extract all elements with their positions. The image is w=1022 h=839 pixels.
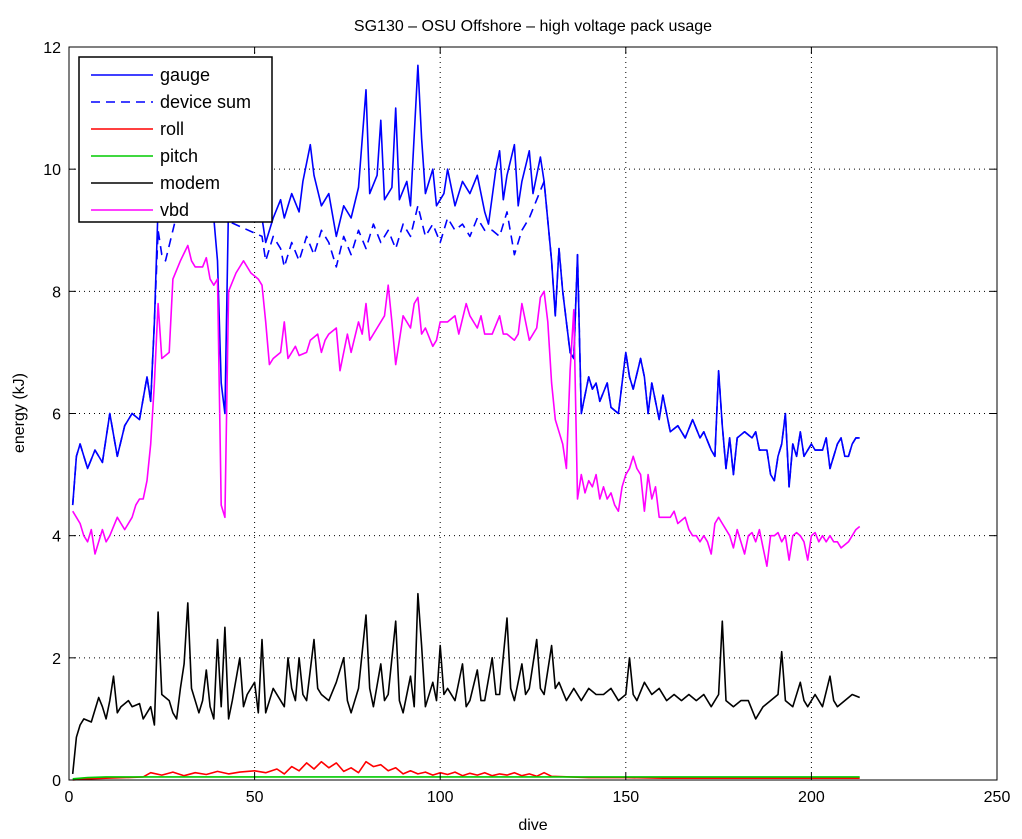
series-line-pitch xyxy=(72,776,860,780)
series-line-vbd xyxy=(72,244,861,567)
y-tick-label: 10 xyxy=(43,162,61,179)
y-tick-label: 4 xyxy=(52,529,61,546)
legend-box xyxy=(78,56,273,223)
x-axis-label: dive xyxy=(518,817,547,834)
ticks: 0 50 100 150 200 250 0 2 4 6 8 10 12 xyxy=(43,40,1010,806)
x-tick-label: 50 xyxy=(246,789,264,806)
x-tick-label: 200 xyxy=(798,789,825,806)
series-line-device-sum xyxy=(71,180,860,506)
legend-label: pitch xyxy=(160,146,198,166)
chart-title: SG130 – OSU Offshore – high voltage pack… xyxy=(354,18,712,35)
y-tick-label: 12 xyxy=(43,40,61,57)
series-group xyxy=(71,58,861,781)
y-tick-label: 8 xyxy=(52,284,61,301)
y-tick-label: 0 xyxy=(52,773,61,790)
series-line-modem xyxy=(71,592,860,774)
grid xyxy=(69,47,997,780)
series-line-gauge xyxy=(71,58,860,506)
y-tick-label: 2 xyxy=(52,651,61,668)
legend-label: modem xyxy=(160,173,220,193)
y-axis-label: energy (kJ) xyxy=(11,373,28,453)
legend-label: vbd xyxy=(160,200,189,220)
x-tick-label: 0 xyxy=(65,789,74,806)
legend-label: roll xyxy=(160,119,184,139)
legend-label: gauge xyxy=(160,65,210,85)
x-tick-label: 250 xyxy=(984,789,1011,806)
x-tick-label: 100 xyxy=(427,789,454,806)
legend: gauge device sum roll pitch modem vbd xyxy=(78,56,273,223)
legend-label: device sum xyxy=(160,92,251,112)
y-tick-label: 6 xyxy=(52,407,61,424)
x-tick-label: 150 xyxy=(612,789,639,806)
series-line-roll xyxy=(72,760,860,781)
